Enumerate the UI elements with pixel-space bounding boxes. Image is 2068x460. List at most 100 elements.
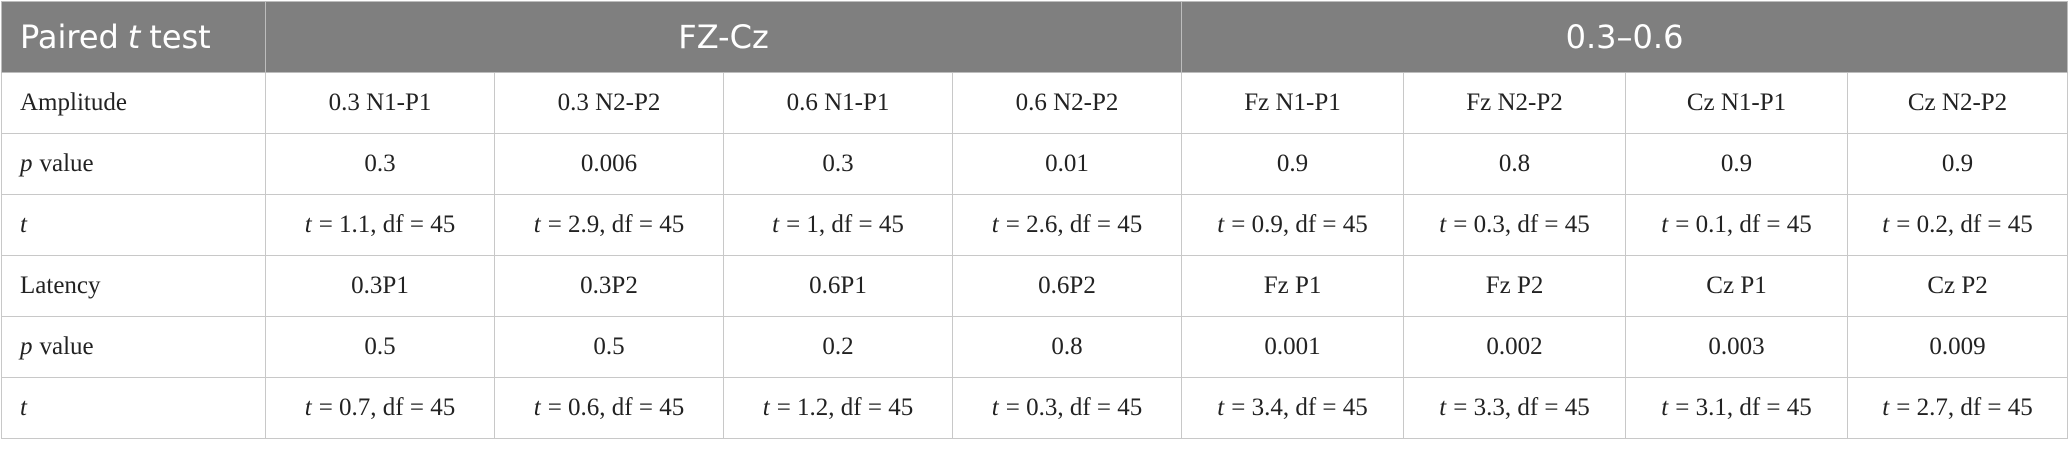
cell: t = 1.1, df = 45 <box>265 194 495 256</box>
cell: 0.6P1 <box>723 255 953 317</box>
row-label: t <box>1 377 266 439</box>
table-row: p value 0.5 0.5 0.2 0.8 0.001 0.002 0.003 0.009 <box>1 316 2068 378</box>
italic-symbol: t <box>127 18 141 56</box>
cell: 0.001 <box>1181 316 1405 378</box>
italic-symbol: t <box>1439 394 1447 421</box>
cell-text: = 0.9, df = 45 <box>1231 211 1368 238</box>
cell-text: = 0.3, df = 45 <box>1453 211 1590 238</box>
cell-text: = 2.7, df = 45 <box>1896 394 2033 421</box>
cell: 0.5 <box>494 316 724 378</box>
italic-symbol: t <box>304 211 312 238</box>
cell-text: = 1.2, df = 45 <box>776 394 914 421</box>
cell: 0.3P2 <box>494 255 724 317</box>
italic-symbol: t <box>772 211 780 238</box>
italic-symbol: t <box>1661 211 1669 238</box>
cell: 0.9 <box>1625 133 1849 195</box>
italic-symbol: t <box>1217 394 1225 421</box>
italic-symbol: t <box>991 211 999 238</box>
cell: Cz P2 <box>1847 255 2068 317</box>
group-header: 0.3–0.6 <box>1181 1 2068 73</box>
cell: t = 0.7, df = 45 <box>265 377 495 439</box>
group-header: FZ-Cz <box>264 1 1183 73</box>
cell: t = 0.3, df = 45 <box>951 377 1183 439</box>
cell: t = 0.1, df = 45 <box>1625 194 1849 256</box>
cell-text: Paired <box>20 18 119 56</box>
table-row: t t = 1.1, df = 45 t = 2.9, df = 45 t = 1, df … <box>1 194 2068 256</box>
cell: Fz P1 <box>1181 255 1405 317</box>
cell: t = 0.6, df = 45 <box>494 377 724 439</box>
cell-text: = 2.6, df = 45 <box>1005 211 1143 238</box>
italic-symbol: t <box>533 211 541 238</box>
italic-symbol: t <box>762 394 770 421</box>
cell: Fz N2-P2 <box>1403 72 1627 134</box>
cell: t = 1, df = 45 <box>723 194 953 256</box>
table-body: Amplitude 0.3 N1-P1 0.3 N2-P2 0.6 N1-P1 0.6 … <box>1 72 2068 439</box>
cell: 0.006 <box>494 133 724 195</box>
cell: 0.009 <box>1847 316 2068 378</box>
cell-text: = 3.1, df = 45 <box>1675 394 1812 421</box>
cell: 0.8 <box>1403 133 1627 195</box>
italic-symbol: t <box>1882 394 1890 421</box>
cell-text: = 0.3, df = 45 <box>1005 394 1143 421</box>
cell: t = 0.3, df = 45 <box>1403 194 1627 256</box>
cell: Fz P2 <box>1403 255 1627 317</box>
italic-symbol: t <box>20 394 27 421</box>
cell: t = 2.6, df = 45 <box>951 194 1183 256</box>
italic-symbol: t <box>1217 211 1225 238</box>
cell: 0.01 <box>951 133 1183 195</box>
cell-text: = 2.9, df = 45 <box>547 211 685 238</box>
italic-symbol: t <box>1661 394 1669 421</box>
italic-symbol: p <box>20 150 33 177</box>
italic-symbol: t <box>20 211 27 238</box>
cell: 0.6 N2-P2 <box>951 72 1183 134</box>
cell-text: = 0.1, df = 45 <box>1675 211 1812 238</box>
cell: 0.3 <box>265 133 495 195</box>
cell-text: = 0.2, df = 45 <box>1896 211 2033 238</box>
cell: Cz N2-P2 <box>1847 72 2068 134</box>
cell: 0.9 <box>1847 133 2068 195</box>
table-header: Paired t test FZ-Cz 0.3–0.6 <box>1 1 2068 73</box>
cell: 0.6P2 <box>951 255 1183 317</box>
table-row: p value 0.3 0.006 0.3 0.01 0.9 0.8 0.9 0.9 <box>1 133 2068 195</box>
italic-symbol: p <box>20 333 33 360</box>
cell: t = 2.7, df = 45 <box>1847 377 2068 439</box>
cell: 0.003 <box>1625 316 1849 378</box>
table-row: Amplitude 0.3 N1-P1 0.3 N2-P2 0.6 N1-P1 0.6 … <box>1 72 2068 134</box>
row-label: Latency <box>1 255 266 317</box>
cell: t = 2.9, df = 45 <box>494 194 724 256</box>
cell: Fz N1-P1 <box>1181 72 1405 134</box>
cell: t = 1.2, df = 45 <box>723 377 953 439</box>
italic-symbol: t <box>991 394 999 421</box>
row-label: p value <box>1 133 266 195</box>
row-label: t <box>1 194 266 256</box>
cell: 0.3 <box>723 133 953 195</box>
cell-text: value <box>39 150 94 177</box>
cell: t = 0.9, df = 45 <box>1181 194 1405 256</box>
cell-text: = 1.1, df = 45 <box>318 211 456 238</box>
cell-text: value <box>39 333 94 360</box>
cell-text: test <box>149 18 211 56</box>
cell: 0.5 <box>265 316 495 378</box>
cell-text: = 1, df = 45 <box>786 211 904 238</box>
cell: Cz P1 <box>1625 255 1849 317</box>
header-row: Paired t test FZ-Cz 0.3–0.6 <box>1 1 2068 73</box>
row-label: Amplitude <box>1 72 266 134</box>
italic-symbol: t <box>1439 211 1447 238</box>
cell: 0.9 <box>1181 133 1405 195</box>
italic-symbol: t <box>533 394 541 421</box>
italic-symbol: t <box>304 394 312 421</box>
table-row: Latency 0.3P1 0.3P2 0.6P1 0.6P2 Fz P1 Fz P2 Cz … <box>1 255 2068 317</box>
header-label: Paired t test <box>1 1 266 73</box>
cell-text: = 0.7, df = 45 <box>318 394 456 421</box>
cell: t = 3.4, df = 45 <box>1181 377 1405 439</box>
cell: 0.3 N1-P1 <box>265 72 495 134</box>
table-row: t t = 0.7, df = 45 t = 0.6, df = 45 t = 1.2, d… <box>1 377 2068 439</box>
cell: 0.3 N2-P2 <box>494 72 724 134</box>
cell: Cz N1-P1 <box>1625 72 1849 134</box>
cell: 0.2 <box>723 316 953 378</box>
cell: 0.3P1 <box>265 255 495 317</box>
italic-symbol: t <box>1882 211 1890 238</box>
cell: t = 3.1, df = 45 <box>1625 377 1849 439</box>
cell-text: = 0.6, df = 45 <box>547 394 685 421</box>
cell-text: = 3.4, df = 45 <box>1231 394 1368 421</box>
